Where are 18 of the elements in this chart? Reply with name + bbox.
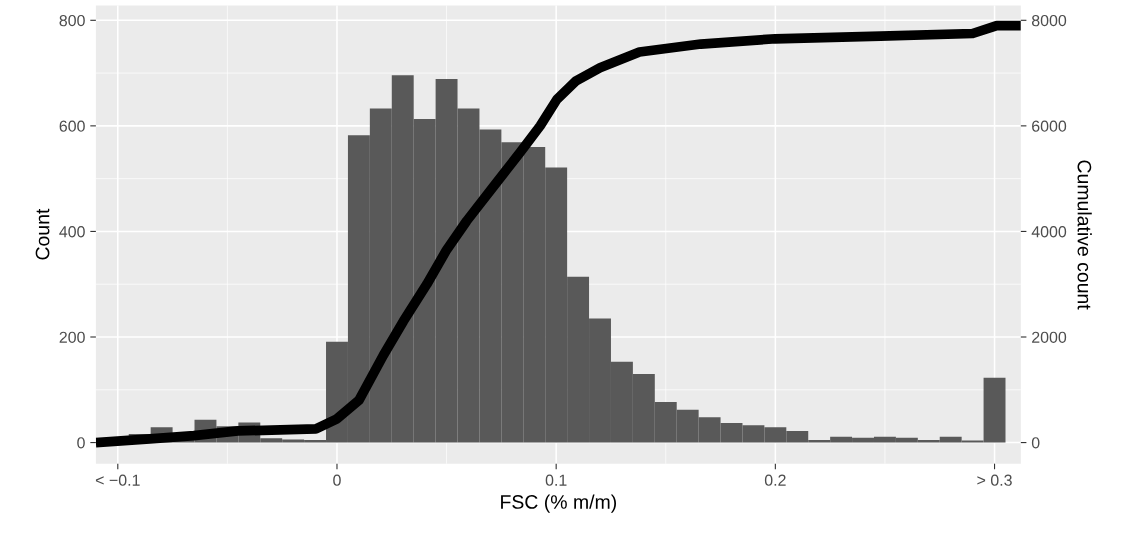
x-tick-label: 0.2	[764, 474, 786, 486]
y-tick-label: 800	[59, 14, 85, 27]
x-tick-label: 0.1	[545, 474, 567, 486]
y2-tick-label: 0	[1031, 437, 1040, 449]
y-tick-label: 400	[59, 226, 85, 238]
y2-tick-label: 8000	[1031, 14, 1067, 27]
y-tick-label: 0	[77, 437, 85, 449]
y2-tick-label: 2000	[1032, 331, 1067, 343]
x-tick-label: < −0.1	[95, 474, 140, 486]
y2-axis-title: Cumulative count	[1077, 160, 1092, 310]
x-tick-label: > 0.3	[977, 474, 1012, 486]
y-tick-label: 600	[59, 120, 85, 132]
x-tick-label: 0	[333, 474, 341, 486]
y-axis-title: Count	[35, 208, 50, 260]
y2-tick-label: 6000	[1032, 120, 1067, 132]
x-axis-title: FSC (% m/m)	[501, 494, 617, 513]
y2-tick-label: 4000	[1031, 226, 1067, 238]
y-tick-label: 200	[59, 331, 85, 343]
